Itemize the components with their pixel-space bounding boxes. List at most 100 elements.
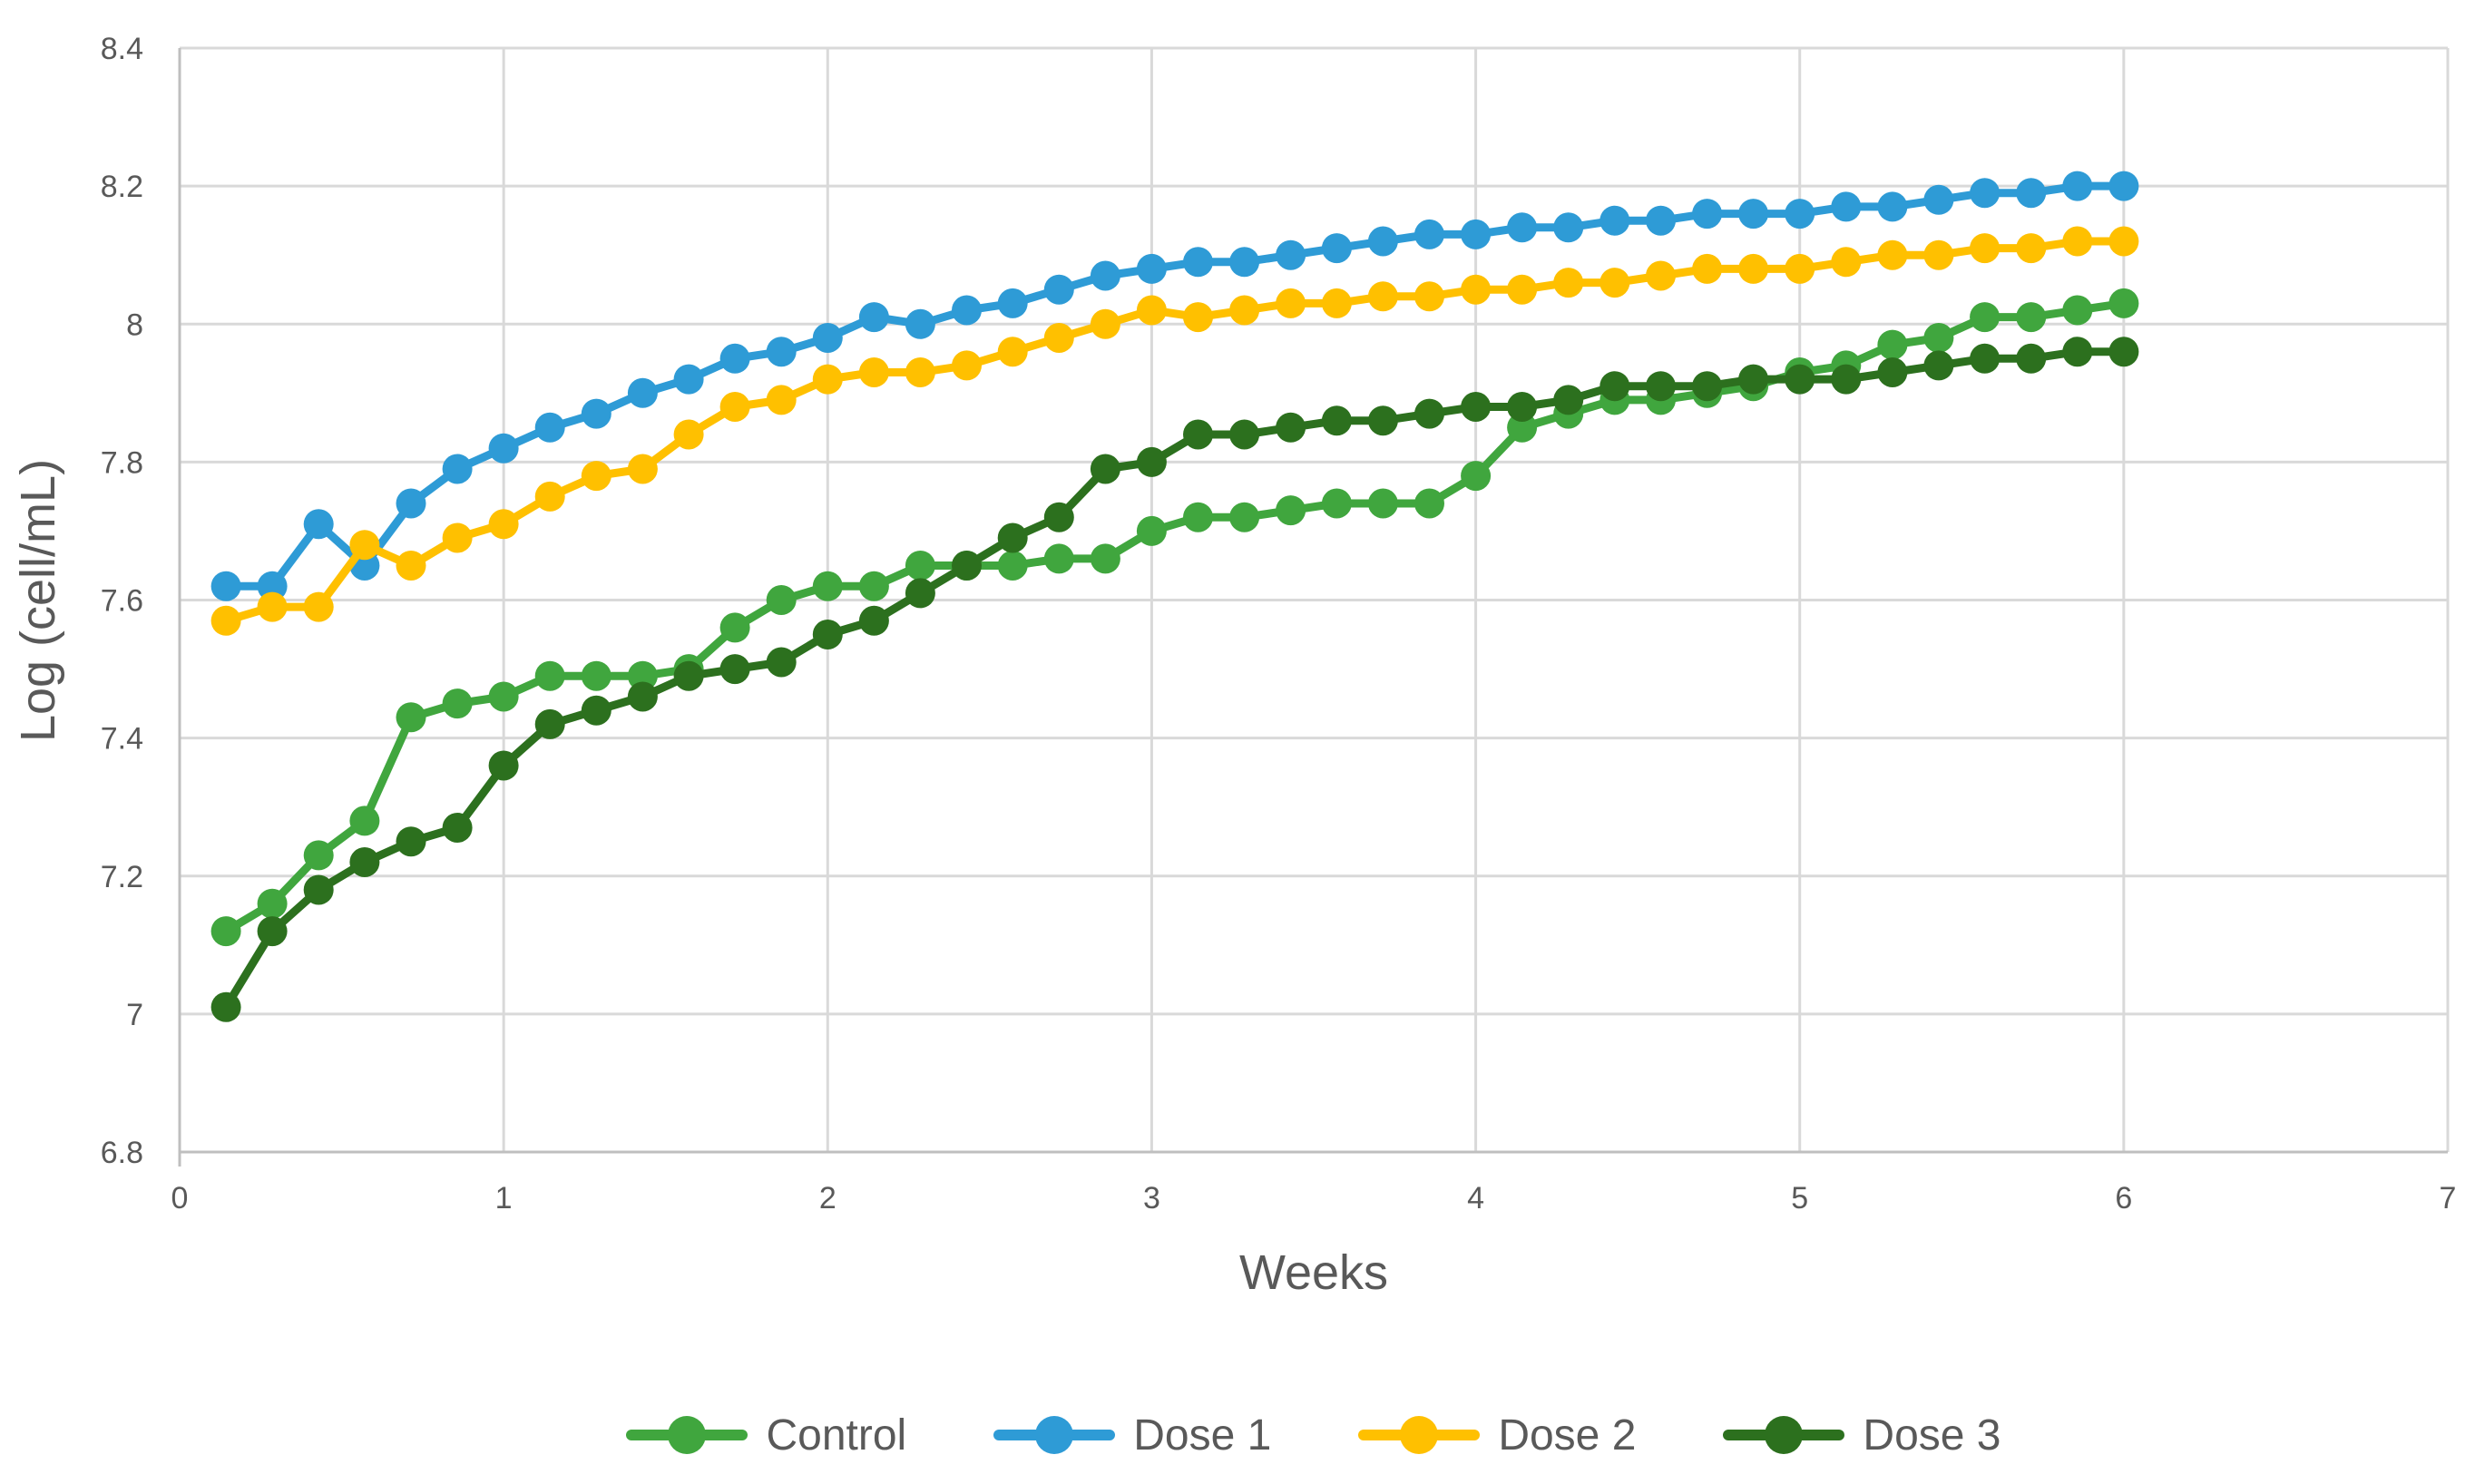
- data-point-dose-2: [905, 357, 935, 387]
- data-point-dose-1: [1923, 184, 1954, 215]
- data-point-dose-3: [2108, 337, 2139, 367]
- data-point-dose-1: [488, 433, 519, 464]
- y-tick-label: 8.2: [101, 170, 143, 204]
- y-tick-label: 7: [126, 998, 143, 1032]
- data-point-dose-2: [349, 530, 380, 561]
- data-point-dose-3: [627, 681, 658, 712]
- data-point-dose-2: [1229, 295, 1260, 326]
- data-point-dose-1: [210, 571, 241, 601]
- data-point-control: [1043, 543, 1074, 574]
- data-point-control: [257, 888, 288, 919]
- data-point-dose-2: [488, 509, 519, 540]
- y-tick-label: 7.2: [101, 860, 143, 894]
- data-point-dose-3: [488, 750, 519, 781]
- data-point-control: [1414, 488, 1444, 519]
- data-point-dose-1: [627, 377, 658, 408]
- legend-item-control: Control: [626, 1411, 906, 1460]
- data-point-control: [303, 840, 334, 871]
- y-axis-title: Log (cell/mL): [11, 458, 65, 743]
- legend-item-dose-1: Dose 1: [993, 1411, 1271, 1460]
- data-point-control: [812, 571, 843, 601]
- data-point-dose-3: [1738, 364, 1769, 395]
- data-point-control: [1923, 323, 1954, 353]
- data-point-dose-3: [1461, 392, 1492, 422]
- data-point-dose-2: [1043, 323, 1074, 353]
- data-point-dose-3: [1599, 371, 1630, 402]
- legend-marker-icon: [626, 1416, 748, 1454]
- x-tick-label: 2: [819, 1181, 836, 1216]
- data-point-control: [1136, 515, 1167, 546]
- data-point-control: [1276, 495, 1306, 526]
- data-point-dose-1: [1553, 212, 1584, 243]
- data-point-dose-2: [858, 357, 889, 387]
- data-point-dose-2: [1877, 239, 1908, 270]
- data-point-dose-3: [1831, 364, 1862, 395]
- data-point-control: [1183, 502, 1213, 532]
- data-point-dose-3: [1183, 419, 1213, 450]
- legend-marker-icon: [1358, 1416, 1481, 1454]
- legend-dot-icon: [668, 1416, 707, 1454]
- data-point-dose-3: [1367, 405, 1398, 436]
- data-point-dose-3: [812, 620, 843, 649]
- data-point-dose-1: [1970, 178, 2001, 209]
- data-point-dose-1: [1090, 260, 1120, 291]
- legend-marker-icon: [993, 1416, 1116, 1454]
- data-point-dose-3: [719, 654, 750, 685]
- data-point-dose-1: [1785, 199, 1815, 229]
- data-point-dose-3: [349, 847, 380, 877]
- data-point-dose-2: [210, 605, 241, 636]
- data-point-dose-3: [210, 991, 241, 1022]
- data-point-dose-2: [812, 364, 843, 395]
- series-line-dose-2: [221, 237, 2128, 625]
- x-axis-title: Weeks: [1238, 1245, 1389, 1300]
- data-point-control: [1461, 461, 1492, 492]
- data-point-dose-1: [997, 288, 1028, 318]
- data-point-dose-3: [1646, 371, 1676, 402]
- data-point-dose-2: [2108, 226, 2139, 257]
- data-point-dose-2: [1646, 260, 1676, 291]
- data-point-control: [2016, 302, 2047, 333]
- data-point-dose-3: [952, 551, 982, 581]
- data-point-dose-2: [1414, 281, 1444, 312]
- data-point-dose-1: [1646, 205, 1676, 236]
- data-point-dose-2: [1461, 274, 1492, 305]
- data-point-dose-2: [442, 522, 473, 553]
- data-point-control: [1367, 488, 1398, 519]
- data-point-control: [396, 702, 426, 733]
- data-point-dose-2: [1553, 268, 1584, 298]
- data-point-dose-1: [2016, 178, 2047, 209]
- data-point-dose-3: [997, 522, 1028, 553]
- data-point-dose-1: [442, 454, 473, 484]
- data-point-dose-2: [1507, 274, 1538, 305]
- data-point-dose-1: [812, 323, 843, 353]
- data-point-dose-1: [1599, 205, 1630, 236]
- series-dose-1: [210, 171, 2139, 601]
- data-point-dose-1: [1367, 226, 1398, 257]
- data-point-dose-1: [1276, 239, 1306, 270]
- x-tick-label: 0: [171, 1181, 189, 1216]
- data-point-dose-1: [396, 488, 426, 519]
- data-point-dose-2: [1183, 302, 1213, 333]
- series-line-control: [221, 298, 2128, 936]
- data-point-dose-1: [1414, 219, 1444, 249]
- data-point-control: [858, 571, 889, 601]
- x-tick-label: 1: [495, 1181, 513, 1216]
- data-point-dose-3: [2016, 343, 2047, 374]
- legend-item-dose-2: Dose 2: [1358, 1411, 1636, 1460]
- data-point-dose-1: [303, 509, 334, 540]
- data-point-dose-2: [1831, 247, 1862, 278]
- data-point-dose-3: [673, 660, 704, 691]
- data-point-dose-2: [1367, 281, 1398, 312]
- data-point-dose-2: [1599, 268, 1630, 298]
- data-point-dose-3: [1507, 392, 1538, 422]
- data-point-dose-3: [442, 813, 473, 843]
- data-point-dose-3: [2062, 337, 2093, 367]
- data-point-dose-3: [1229, 419, 1260, 450]
- data-point-dose-2: [673, 419, 704, 450]
- data-point-dose-1: [1043, 274, 1074, 305]
- data-point-dose-2: [1276, 288, 1306, 318]
- data-point-control: [627, 660, 658, 691]
- data-point-dose-2: [1785, 253, 1815, 284]
- data-point-dose-1: [1692, 199, 1723, 229]
